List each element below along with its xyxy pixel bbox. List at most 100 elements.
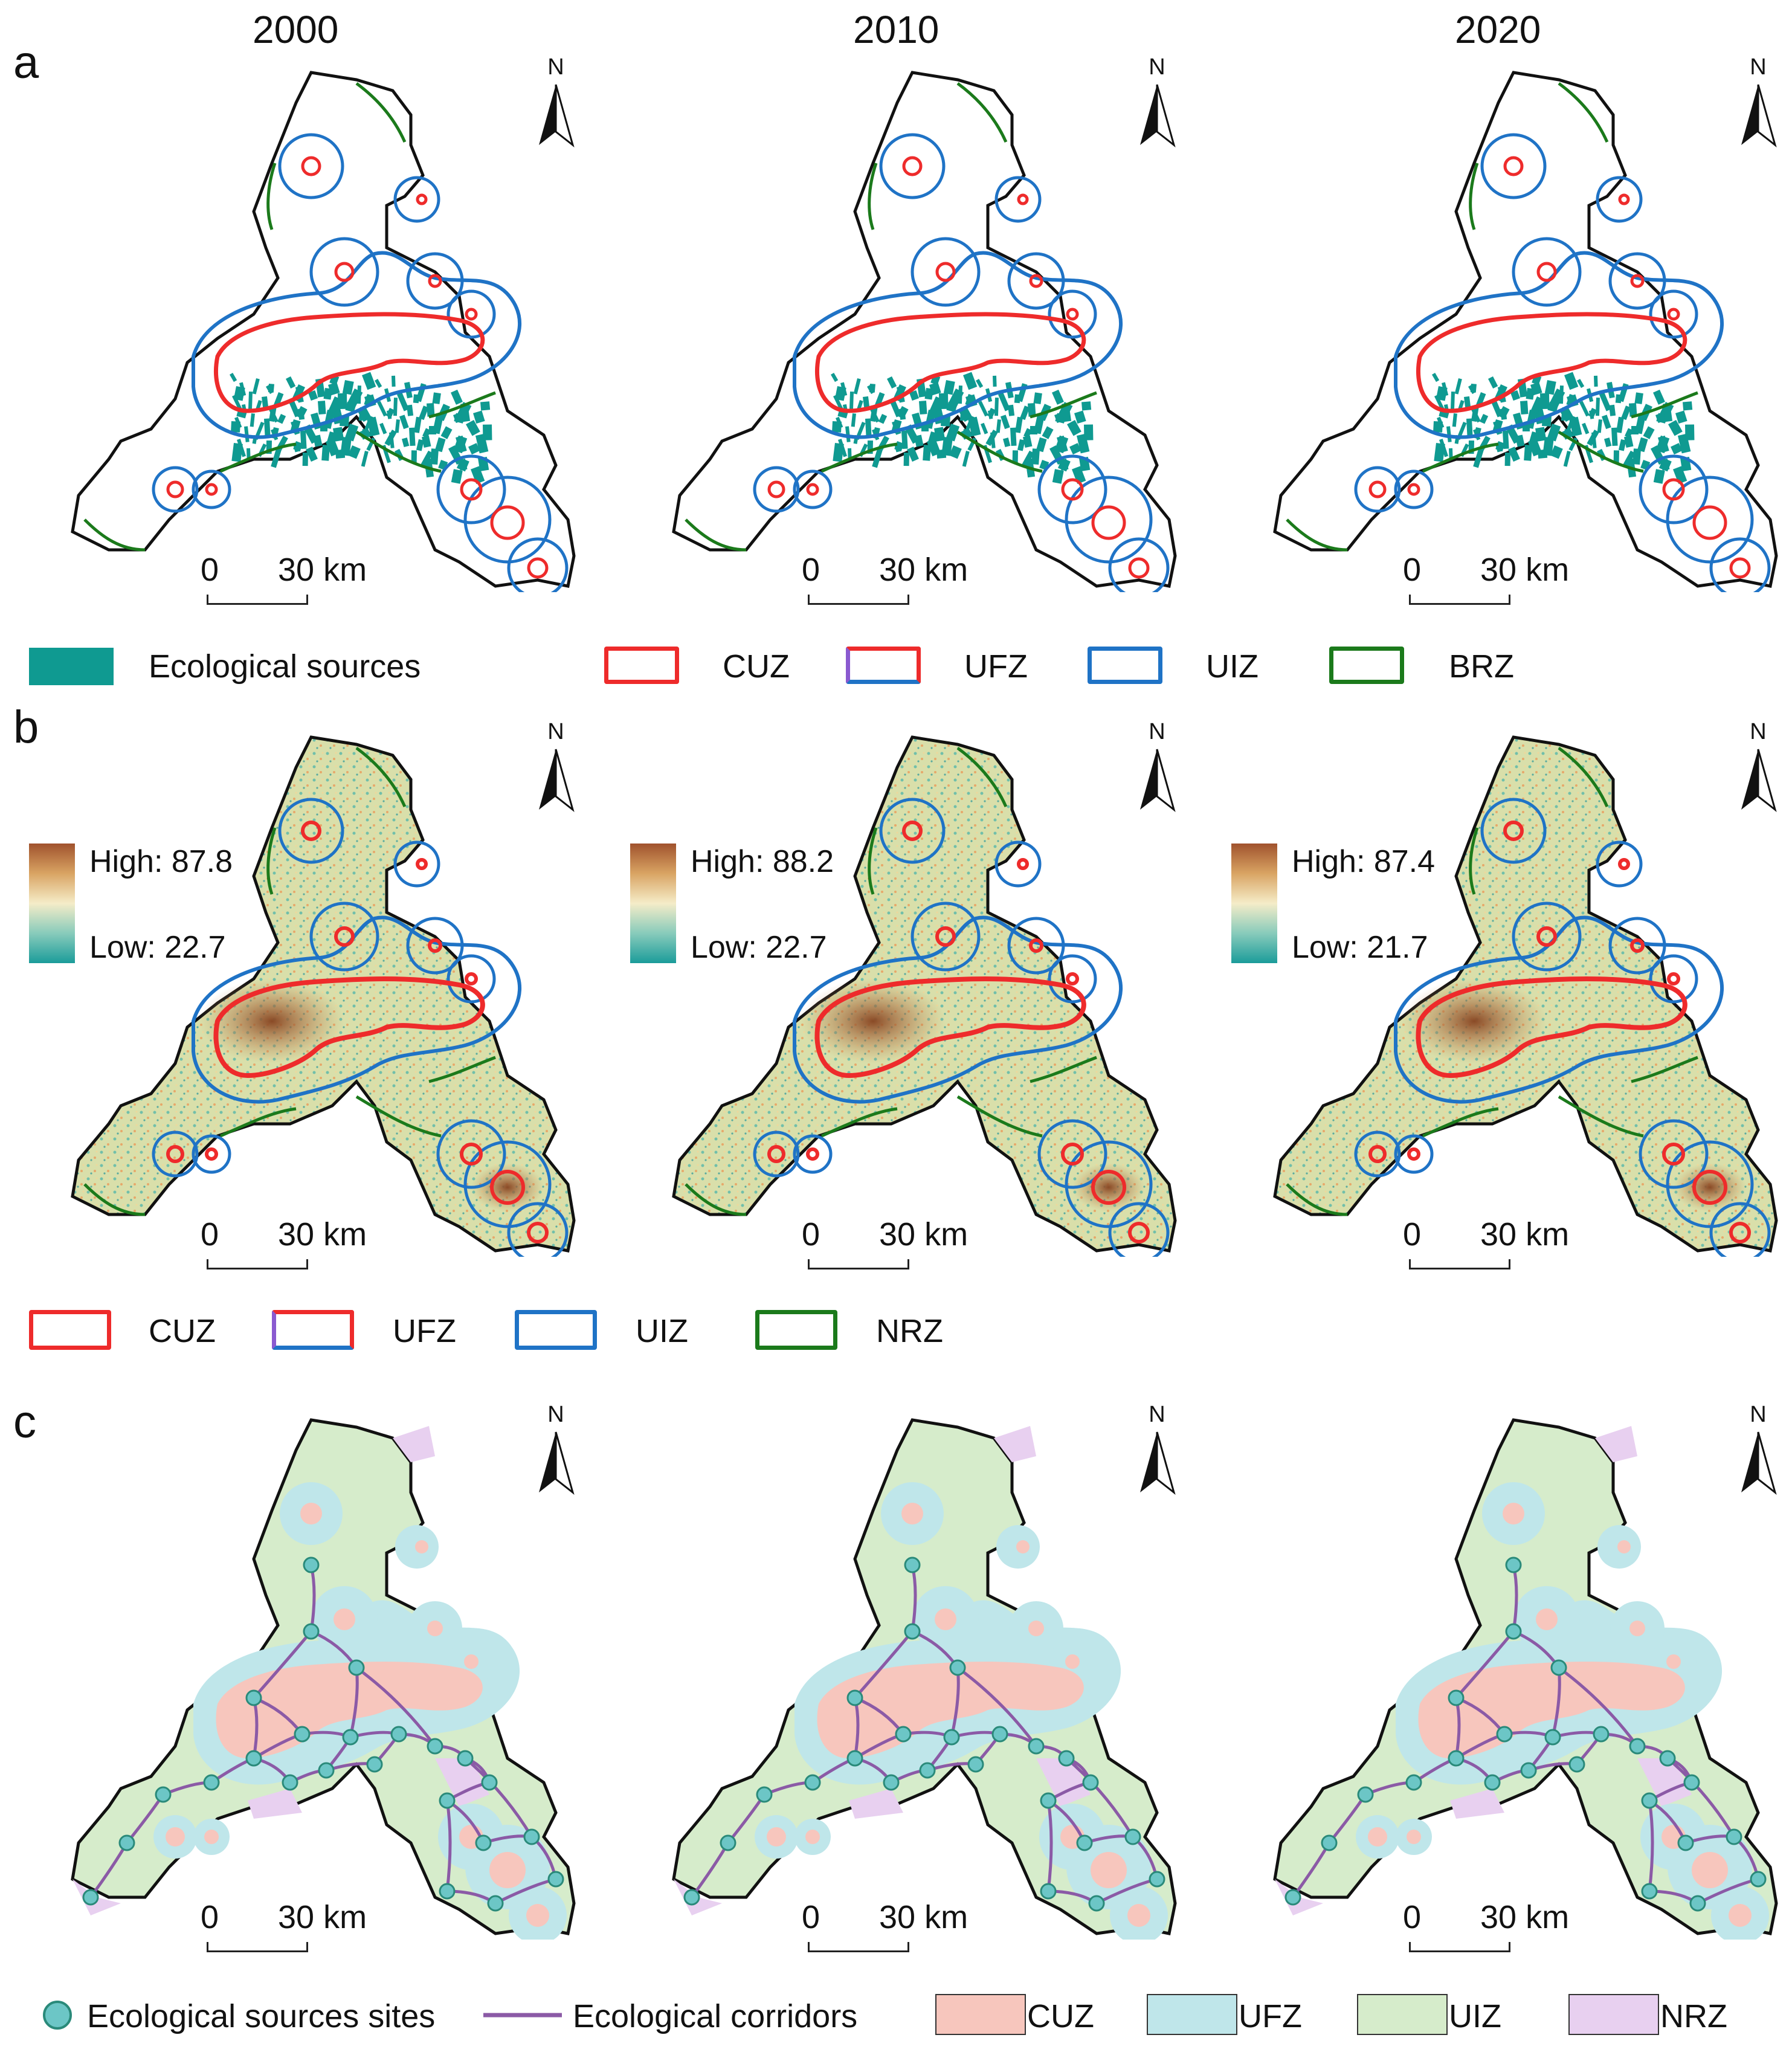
source-site <box>967 1756 984 1773</box>
cuz-patch <box>527 1222 549 1244</box>
cuz-area <box>1407 1830 1421 1844</box>
scale-end: 30 km <box>1480 1899 1570 1935</box>
cuz-area <box>1536 1608 1558 1630</box>
cuz-patch <box>428 938 442 953</box>
cuz-area <box>300 1503 322 1524</box>
nrz-boundary <box>1558 1095 1644 1138</box>
cuz-patch <box>1017 858 1029 870</box>
uiz-ring <box>753 466 800 513</box>
legend-b-nrz-label: NRZ <box>876 1313 943 1349</box>
source-site <box>1357 1786 1374 1803</box>
corridor-line <box>1558 1666 1639 1747</box>
uiz-ring <box>463 1140 552 1228</box>
source-site <box>348 1659 365 1676</box>
colorbar-2010 <box>630 844 676 963</box>
cuz-core <box>1416 976 1687 1078</box>
north-arrow: N <box>526 719 586 822</box>
uiz-ring <box>911 237 981 307</box>
cuz-patch <box>1692 505 1727 540</box>
scale-start: 0 <box>201 1899 219 1935</box>
corridor-line <box>854 1630 914 1699</box>
map-b-2000 <box>48 725 592 1257</box>
scale-bar-line <box>207 1259 308 1269</box>
source-site <box>366 1756 383 1773</box>
cuz-patch <box>1091 1170 1126 1205</box>
uiz-ring <box>1608 917 1666 975</box>
ecological-source-sites <box>1284 1556 1767 1912</box>
source-site <box>282 1774 298 1791</box>
source-site <box>1448 1750 1465 1767</box>
source-site <box>1284 1889 1301 1906</box>
uiz-ring <box>879 798 946 864</box>
uiz-ring <box>436 454 506 524</box>
cuz-patch <box>1618 858 1630 870</box>
cuz-patch <box>1662 1143 1685 1166</box>
source-site <box>1076 1834 1093 1851</box>
cuz-area <box>464 1654 479 1669</box>
uiz-ring <box>446 954 496 1004</box>
nrz-boundary <box>1030 1056 1097 1083</box>
corridor-line <box>1648 1800 1654 1892</box>
cuz-area <box>415 1540 428 1553</box>
cuz-area <box>1127 1904 1150 1927</box>
source-site <box>475 1834 492 1851</box>
cuz-patch <box>1128 557 1150 579</box>
uiz-ring <box>1649 289 1698 339</box>
corridor-line <box>1666 1757 1736 1838</box>
uiz-ring <box>192 1134 231 1174</box>
nrz-boundary <box>428 1056 496 1083</box>
cuz-patch <box>1017 193 1029 205</box>
scale-bar: 0 30 km <box>1403 1216 1569 1270</box>
source-site <box>342 1729 359 1746</box>
source-site <box>1550 1659 1567 1676</box>
cuz-patch <box>806 1147 819 1161</box>
cuz-patch <box>1630 938 1645 953</box>
source-site <box>683 1889 700 1906</box>
scale-start: 0 <box>1403 552 1422 588</box>
uiz-ring <box>793 1134 833 1174</box>
cuz-patch <box>902 156 923 176</box>
legend-a-ufz-swatch <box>846 647 921 684</box>
brz-boundary <box>1422 442 1499 473</box>
source-site <box>547 1871 564 1888</box>
cuz-patch <box>1368 1145 1387 1163</box>
panel-label-a: a <box>13 37 39 88</box>
cuz-patch <box>205 1147 218 1161</box>
colorbar-low-label: Low: 22.7 <box>89 930 226 965</box>
north-label: N <box>1750 54 1767 80</box>
cuz-patch <box>1061 1143 1084 1166</box>
north-label: N <box>547 1402 564 1427</box>
north-arrow-icon <box>539 749 575 813</box>
legend-a-brz-label: BRZ <box>1449 648 1514 685</box>
brz-boundary <box>868 163 878 230</box>
cuz-patch <box>767 1145 785 1163</box>
source-site <box>390 1726 407 1743</box>
uiz-ring <box>1354 466 1401 513</box>
scale-bar-line <box>808 1259 909 1269</box>
map-c-2000 <box>48 1408 592 1940</box>
source-site <box>1448 1689 1465 1706</box>
source-site <box>1683 1774 1700 1791</box>
legend-c-uiz-label: UIZ <box>1449 1998 1501 2034</box>
cuz-patch <box>935 262 956 282</box>
brz-boundary <box>428 391 496 419</box>
cuz-area <box>427 1621 443 1636</box>
scale-start: 0 <box>1403 1899 1422 1935</box>
cuz-patch <box>334 262 355 282</box>
map-b-2010 <box>649 725 1193 1257</box>
cuz-core <box>814 976 1086 1078</box>
scale-bar-line <box>1409 1942 1510 1952</box>
nrz-area <box>994 1426 1036 1462</box>
scale-end: 30 km <box>278 1216 367 1253</box>
source-site <box>846 1689 863 1706</box>
scale-bar-line <box>808 595 909 605</box>
source-site <box>155 1786 172 1803</box>
uiz-ring <box>1048 954 1097 1004</box>
scale-end: 30 km <box>1480 552 1570 588</box>
colorbar-2020 <box>1231 844 1277 963</box>
uiz-ring <box>278 798 344 864</box>
scale-start: 0 <box>802 1899 820 1935</box>
north-arrow-icon <box>539 84 575 148</box>
map-a-2000 <box>48 60 592 592</box>
uiz-ring <box>1480 133 1547 199</box>
